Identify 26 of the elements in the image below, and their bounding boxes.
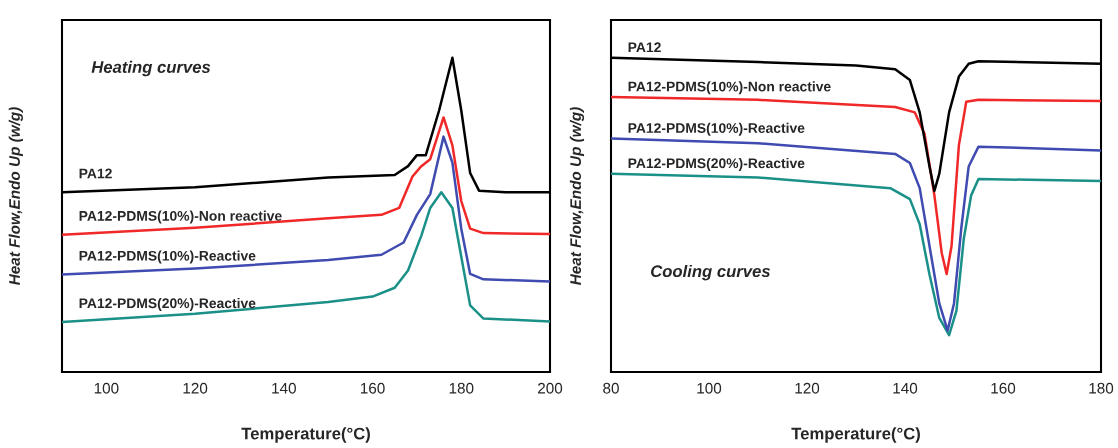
y-axis-title: Heat Flow,Endo Up (w/g) xyxy=(8,107,23,285)
x-tick-label: 100 xyxy=(697,382,722,394)
annotation: Heating curves xyxy=(91,60,211,77)
x-tick-label: 200 xyxy=(538,382,563,394)
x-tick-label: 140 xyxy=(272,382,296,394)
series-label: PA12-PDMS(10%)-Non reactive xyxy=(79,210,282,224)
series-label: PA12-PDMS(20%)-Reactive xyxy=(628,157,805,171)
x-axis-title: Temperature(°C) xyxy=(241,427,370,443)
x-tick-label: 160 xyxy=(360,382,385,394)
x-tick-label: 120 xyxy=(183,382,208,394)
series-label: PA12 xyxy=(628,42,661,53)
x-tick-label: 140 xyxy=(893,382,918,394)
y-axis-title: Heat Flow,Endo Up (w/g) xyxy=(569,107,585,285)
x-tick-label: 160 xyxy=(991,382,1016,394)
x-axis-title: Temperature(°C) xyxy=(791,427,920,443)
series-label: PA12-PDMS(10%)-Non reactive xyxy=(628,81,831,95)
x-tick-label: 80 xyxy=(603,382,619,394)
x-tick-label: 100 xyxy=(94,382,119,394)
x-tick-label: 180 xyxy=(1089,382,1114,394)
series-label: PA12-PDMS(10%)-Reactive xyxy=(628,122,805,136)
x-tick-label: 180 xyxy=(449,382,474,394)
series-label: PA12-PDMS(10%)-Reactive xyxy=(79,250,256,264)
x-tick-label: 120 xyxy=(795,382,820,394)
series-label: PA12 xyxy=(79,168,112,179)
series-label: PA12-PDMS(20%)-Reactive xyxy=(79,297,256,311)
annotation: Cooling curves xyxy=(651,264,771,281)
